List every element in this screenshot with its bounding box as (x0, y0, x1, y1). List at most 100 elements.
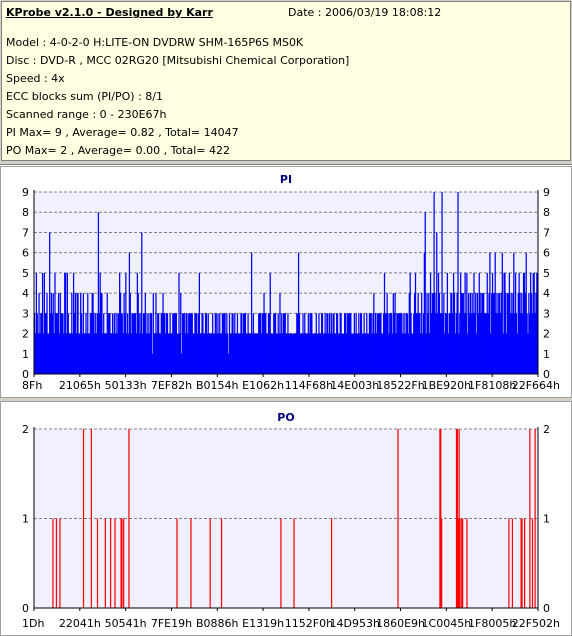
pi-bar (205, 313, 208, 374)
pi-bar (419, 313, 421, 374)
pi-bar (432, 293, 434, 374)
pi-bar (508, 272, 511, 374)
pi-bar (359, 333, 361, 374)
pi-bar (202, 313, 204, 374)
pi-x-tick-label: 114F68h (285, 379, 333, 392)
pi-bar (287, 313, 289, 374)
pi-bar (153, 333, 155, 374)
pi-bar (81, 333, 84, 374)
pi-bar (83, 333, 85, 374)
pi-bar (422, 313, 425, 374)
pi-bar (132, 313, 134, 374)
pi-bar (392, 293, 394, 374)
pi-bar (173, 313, 176, 374)
pi-bar (244, 313, 247, 374)
pi-bar (120, 313, 123, 374)
pi-bar (362, 333, 364, 374)
pi-bar (375, 313, 377, 374)
pi-bar (188, 313, 190, 374)
pi-bar (261, 313, 263, 374)
pi-bar (68, 333, 70, 374)
po-bar (508, 518, 510, 608)
pi-bar (521, 293, 523, 374)
pi-bar (249, 333, 251, 374)
pi-bar (85, 313, 87, 374)
pi-bar (255, 333, 257, 374)
po-bar (458, 429, 460, 608)
pi-bar (387, 313, 389, 374)
pi-bar (382, 313, 385, 374)
pi-bar (398, 313, 400, 374)
pi-bar (455, 313, 457, 374)
pi-bar (247, 313, 249, 374)
pi-bar (281, 313, 283, 374)
pi-x-tick-label: 22F664h (512, 379, 560, 392)
pi-bar (39, 333, 41, 374)
pi-bar (366, 313, 368, 374)
pi-bar (131, 313, 133, 374)
pi-bar (107, 313, 109, 374)
pi-bar (375, 333, 378, 374)
pi-bar (457, 192, 459, 374)
pi-bar (206, 333, 208, 374)
pi-bar (525, 252, 527, 374)
pi-x-tick-label: 8Fh (22, 379, 42, 392)
pi-bar (520, 313, 522, 374)
pi-bar (367, 333, 369, 374)
pi-bar (275, 333, 278, 374)
pi-bar (256, 333, 258, 374)
pi-bar (191, 313, 193, 374)
pi-x-tick-label: E1062h (242, 379, 284, 392)
pi-bar (320, 333, 322, 374)
pi-bar (283, 313, 286, 374)
pi-bar (339, 313, 341, 374)
pi-bar (185, 313, 187, 374)
pi-bar (207, 313, 209, 374)
pi-bar (282, 333, 284, 374)
pi-bar (155, 293, 157, 374)
pi-bar (302, 313, 304, 374)
pi-bar (343, 333, 345, 374)
pi-bar (170, 333, 172, 374)
pi-bar (137, 293, 139, 374)
pi-bar (417, 293, 419, 374)
pi-bar (468, 313, 471, 374)
pi-bar (36, 313, 38, 374)
pi-bar (57, 313, 59, 374)
pi-bar (199, 333, 201, 374)
pi-bar (427, 313, 429, 374)
pi-bar (386, 293, 388, 374)
pi-bar (518, 272, 520, 374)
pi-bar (49, 232, 51, 374)
pi-bar (270, 333, 272, 374)
pi-bar (139, 333, 141, 374)
pi-bar (451, 293, 453, 374)
pi-bar (318, 313, 320, 374)
pi-bar (65, 333, 68, 374)
pi-bar (86, 333, 88, 374)
pi-bar (87, 293, 89, 374)
info-panel: KProbe v2.1.0 - Designed by Karr Date : … (1, 1, 571, 161)
pi-bar (304, 313, 306, 374)
pi-bar (308, 333, 310, 374)
pi-bar (478, 272, 480, 374)
pi-bar (441, 192, 443, 374)
pi-bar (499, 313, 502, 374)
pi-bar (235, 333, 237, 374)
po-x-tick-label: 1F8005h (468, 617, 516, 630)
pi-bar (164, 313, 166, 374)
pi-bar (421, 293, 423, 374)
pi-bar (88, 333, 91, 374)
pi-bar (200, 333, 202, 374)
pi-bar (160, 313, 162, 374)
pi-bar (253, 333, 255, 374)
pi-bar (171, 333, 173, 374)
pi-bar (524, 293, 526, 374)
pi-bar (512, 293, 514, 374)
pi-bar (186, 313, 188, 374)
pi-bar (175, 313, 177, 374)
pi-bar (242, 333, 244, 374)
pi-bar (436, 232, 438, 374)
pi-bar (204, 333, 206, 374)
po-statistics: PO Max= 2 , Average= 0.00 , Total= 422 (6, 144, 230, 157)
